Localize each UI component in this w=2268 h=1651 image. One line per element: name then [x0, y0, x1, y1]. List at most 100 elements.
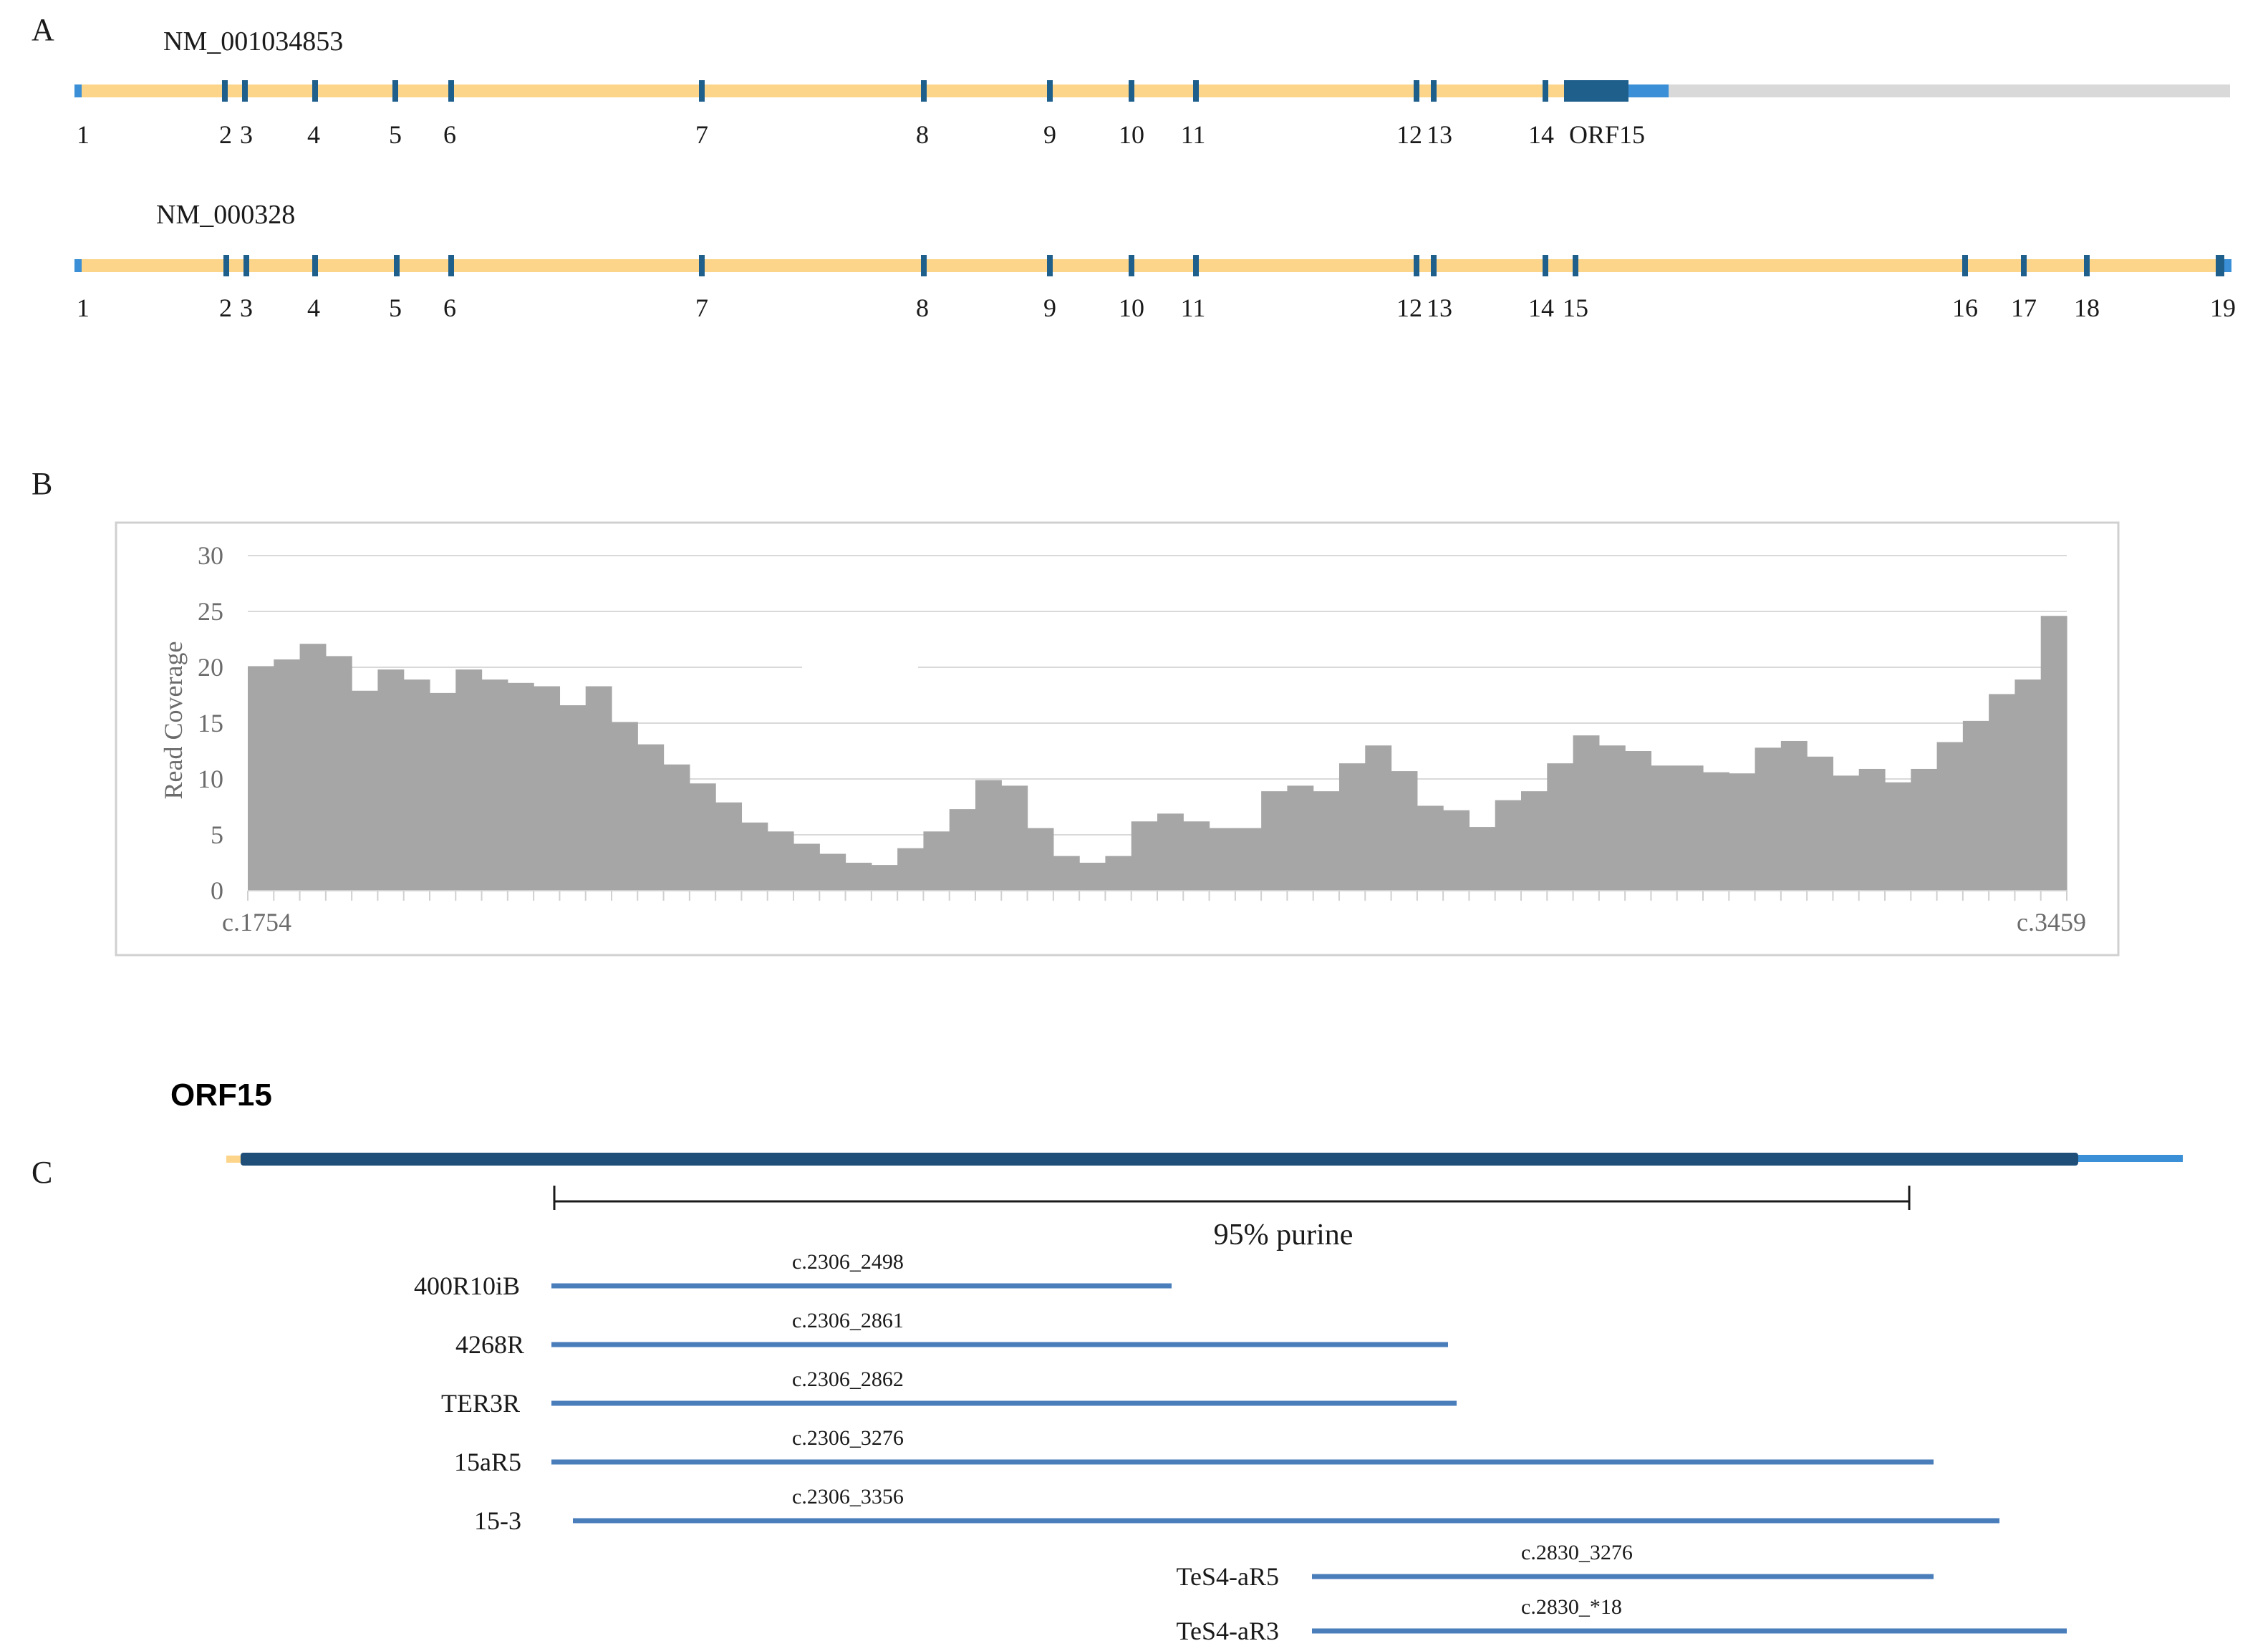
coverage-bar — [689, 783, 716, 891]
coverage-bar — [1729, 773, 1756, 891]
exon-marker — [921, 80, 927, 102]
primer-range: c.2830_3276 — [1521, 1541, 1633, 1564]
exon-marker — [1543, 255, 1548, 276]
exon-marker — [1129, 255, 1134, 276]
coverage-bar — [1755, 747, 1782, 891]
exon-marker — [223, 255, 229, 276]
coverage-bar — [377, 669, 405, 891]
panel-c-letter: C — [32, 1155, 52, 1190]
y-tick-label: 15 — [198, 709, 223, 737]
exon-marker — [2084, 255, 2090, 276]
coverage-bar — [1807, 756, 1834, 891]
transcript-2-name: NM_000328 — [156, 200, 295, 230]
primer-name: 4268R — [455, 1330, 524, 1359]
coverage-bar — [1885, 782, 1911, 891]
primer-list: 400R10iB c.2306_2498 4268R c.2306_2861 TER3R… — [414, 1250, 2067, 1645]
orf15-upstream-intron — [226, 1156, 241, 1163]
purine-region-bracket: 95% purine — [553, 1186, 1911, 1251]
chart-y-tick-labels: 0 5 10 15 20 25 30 — [198, 541, 223, 905]
coverage-bar — [1417, 805, 1444, 891]
coverage-bar — [1053, 856, 1080, 891]
exon-marker — [1962, 255, 1968, 276]
coverage-bar — [352, 690, 379, 891]
coverage-bar — [1651, 765, 1678, 891]
exon-label: 5 — [389, 120, 402, 149]
transcript-1-orf15-utr — [1628, 84, 1669, 97]
coverage-bar — [455, 669, 483, 891]
exon-label: 3 — [240, 120, 253, 149]
orf15-gene-model — [226, 1153, 2183, 1166]
exon-label: 4 — [307, 120, 320, 149]
exon-marker — [921, 255, 927, 276]
exon-marker — [1431, 80, 1437, 102]
coverage-bar — [248, 666, 274, 891]
coverage-bar — [975, 780, 1002, 891]
exon-label: 17 — [2011, 294, 2037, 322]
transcript-2-exon-labels: 1 2 3 4 5 6 7 8 9 10 11 12 13 14 15 16 17 18 19 — [77, 294, 2236, 322]
transcript-1-first-exon-utr — [74, 84, 82, 97]
exon-label: 13 — [1427, 120, 1452, 149]
coverage-bar — [1287, 785, 1314, 891]
orf15-utr-bar — [2078, 1155, 2183, 1162]
exon-label: 1 — [77, 120, 90, 149]
coverage-bar — [1676, 765, 1704, 891]
exon-marker — [448, 80, 454, 102]
exon-marker — [1193, 255, 1199, 276]
exon-marker — [312, 80, 318, 102]
exon-marker — [1193, 80, 1199, 102]
coverage-bar — [1105, 856, 1132, 891]
exon-label: 7 — [695, 294, 708, 322]
orf15-coding-bar — [241, 1153, 2078, 1166]
transcript-1-downstream-region — [1669, 84, 2230, 97]
exon-label: ORF15 — [1569, 120, 1645, 149]
primer-name: 400R10iB — [414, 1272, 520, 1300]
coverage-bar — [1157, 813, 1184, 891]
y-tick-label: 25 — [198, 597, 223, 626]
exon-marker — [394, 255, 400, 276]
y-tick-label: 30 — [198, 541, 223, 570]
coverage-bar — [845, 863, 872, 891]
primer-row: TER3R c.2306_2862 — [441, 1367, 1457, 1418]
exon-label: 8 — [916, 294, 929, 322]
y-tick-label: 10 — [198, 765, 223, 793]
coverage-bar — [1989, 694, 2016, 891]
primer-name: 15-3 — [474, 1506, 521, 1535]
coverage-bar — [1131, 821, 1158, 891]
coverage-bar — [2014, 679, 2042, 891]
coverage-bar — [585, 686, 612, 891]
exon-label: 14 — [1528, 294, 1554, 322]
primer-range: c.2306_3356 — [792, 1485, 904, 1509]
primer-name: TeS4-aR5 — [1177, 1562, 1279, 1591]
orf15-title: ORF15 — [170, 1078, 272, 1113]
coverage-bar — [1027, 828, 1054, 891]
exon-label: 13 — [1427, 294, 1452, 322]
coverage-bar — [559, 705, 587, 891]
coverage-bar — [1962, 720, 1989, 891]
coverage-bar — [1547, 763, 1574, 891]
coverage-bar — [741, 822, 768, 891]
panel-a-letter: A — [32, 12, 54, 47]
y-tick-label: 0 — [211, 876, 223, 905]
y-tick-label: 5 — [211, 820, 223, 849]
exon-label: 7 — [695, 120, 708, 149]
transcript-1-intron-line — [74, 84, 1564, 97]
coverage-bar — [1495, 800, 1522, 891]
coverage-bar — [507, 682, 534, 891]
purine-region-label: 95% purine — [1214, 1219, 1353, 1251]
coverage-bar — [2040, 616, 2067, 891]
coverage-bar — [715, 802, 743, 891]
coverage-bar — [274, 659, 301, 891]
coverage-bar — [819, 853, 846, 891]
exon-marker — [242, 80, 248, 102]
exon-marker — [1047, 255, 1053, 276]
exon-label: 14 — [1528, 120, 1554, 149]
coverage-bar — [1625, 751, 1652, 891]
primer-row: TeS4-aR5 c.2830_3276 — [1177, 1541, 1934, 1591]
coverage-bar — [1833, 775, 1860, 891]
exon-marker — [1129, 80, 1134, 102]
exon-label: 3 — [240, 294, 253, 322]
coverage-bar — [1443, 810, 1470, 891]
coverage-bar — [1936, 742, 1964, 891]
chart-x-end-label: c.3459 — [2017, 908, 2086, 936]
exon-label: 5 — [389, 294, 402, 322]
